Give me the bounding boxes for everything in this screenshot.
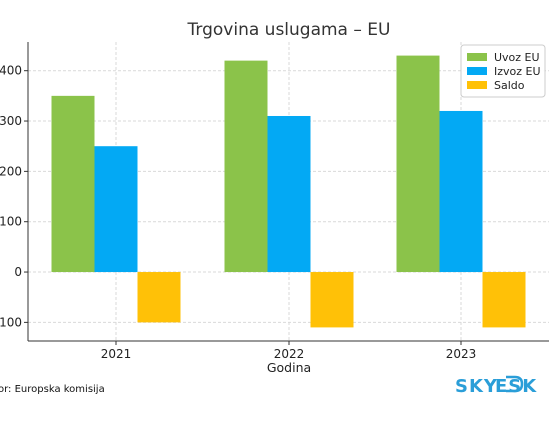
y-tick-label: 100 (0, 215, 22, 229)
skydesk-logo: SKY ESK (455, 375, 537, 397)
d-shape-icon (506, 375, 524, 393)
y-tick-label: 300 (0, 114, 22, 128)
legend-swatch (467, 81, 487, 89)
bar-saldo-2021 (137, 272, 181, 323)
y-tick-label: 100 (0, 315, 22, 329)
bar-saldo-2022 (310, 272, 354, 328)
bars (51, 55, 526, 328)
legend-label: Izvoz EU (494, 65, 541, 78)
legend-label: Uvoz EU (494, 51, 540, 64)
bar-saldo-2023 (482, 272, 526, 328)
legend-label: Saldo (494, 79, 525, 92)
brand-sky-text: SKY (455, 376, 498, 397)
bar-izvoz-eu-2023 (439, 110, 483, 273)
bar-izvoz-eu-2021 (94, 146, 138, 273)
chart-title: Trgovina uslugama – EU (187, 20, 391, 40)
legend-swatch (467, 67, 487, 75)
y-tick-label: 0 (14, 265, 22, 279)
x-axis-label: Godina (267, 360, 311, 375)
legend-swatch (467, 53, 487, 61)
x-tick-label: 2023 (446, 347, 477, 361)
bar-uvoz-eu-2022 (224, 60, 268, 273)
x-tick-label: 2022 (274, 347, 305, 361)
bar-uvoz-eu-2021 (51, 95, 95, 273)
y-tick-label: 400 (0, 64, 22, 78)
source-note: or: Europska komisija (0, 384, 105, 395)
axes (24, 42, 549, 345)
y-tick-label: 200 (0, 164, 22, 178)
tick-labels: 100 0 100 200 300 400 2021 2022 2023 (0, 64, 476, 361)
bar-izvoz-eu-2022 (267, 115, 311, 273)
x-tick-label: 2021 (101, 347, 132, 361)
brand-esk-text: ESK (495, 376, 537, 397)
bar-uvoz-eu-2023 (396, 55, 440, 273)
